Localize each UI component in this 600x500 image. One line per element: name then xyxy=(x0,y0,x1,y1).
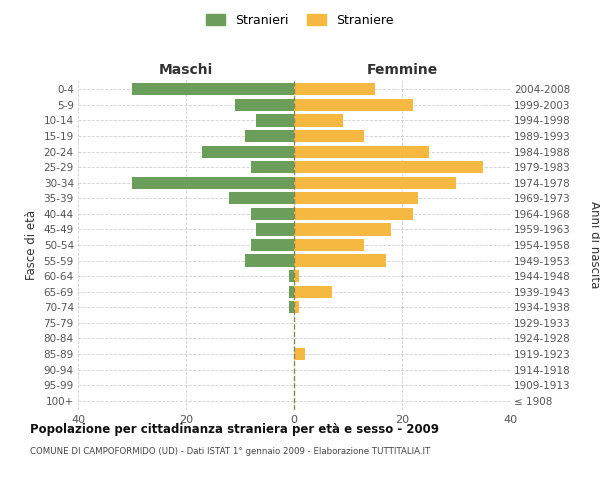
Bar xyxy=(289,270,294,282)
Bar xyxy=(294,84,375,96)
Bar xyxy=(132,176,294,189)
Y-axis label: Anni di nascita: Anni di nascita xyxy=(587,202,600,288)
Bar xyxy=(289,301,294,314)
Bar xyxy=(294,208,413,220)
Bar xyxy=(294,239,364,251)
Bar xyxy=(251,208,294,220)
Bar xyxy=(294,176,456,189)
Bar xyxy=(229,192,294,204)
Bar xyxy=(294,192,418,204)
Text: Popolazione per cittadinanza straniera per età e sesso - 2009: Popolazione per cittadinanza straniera p… xyxy=(30,422,439,436)
Bar xyxy=(294,301,299,314)
Bar xyxy=(245,130,294,142)
Bar xyxy=(294,254,386,266)
Bar xyxy=(245,254,294,266)
Bar xyxy=(294,224,391,235)
Bar xyxy=(235,99,294,111)
Bar xyxy=(294,130,364,142)
Bar xyxy=(256,224,294,235)
Bar xyxy=(132,84,294,96)
Text: Maschi: Maschi xyxy=(159,64,213,78)
Bar xyxy=(294,114,343,126)
Y-axis label: Fasce di età: Fasce di età xyxy=(25,210,38,280)
Bar xyxy=(251,161,294,173)
Bar xyxy=(251,239,294,251)
Bar xyxy=(294,270,299,282)
Text: Femmine: Femmine xyxy=(367,64,437,78)
Text: COMUNE DI CAMPOFORMIDO (UD) - Dati ISTAT 1° gennaio 2009 - Elaborazione TUTTITAL: COMUNE DI CAMPOFORMIDO (UD) - Dati ISTAT… xyxy=(30,448,430,456)
Bar xyxy=(289,286,294,298)
Bar xyxy=(294,161,483,173)
Bar xyxy=(202,146,294,158)
Legend: Stranieri, Straniere: Stranieri, Straniere xyxy=(202,8,398,32)
Bar xyxy=(294,99,413,111)
Bar xyxy=(256,114,294,126)
Bar xyxy=(294,146,429,158)
Bar xyxy=(294,286,332,298)
Bar xyxy=(294,348,305,360)
